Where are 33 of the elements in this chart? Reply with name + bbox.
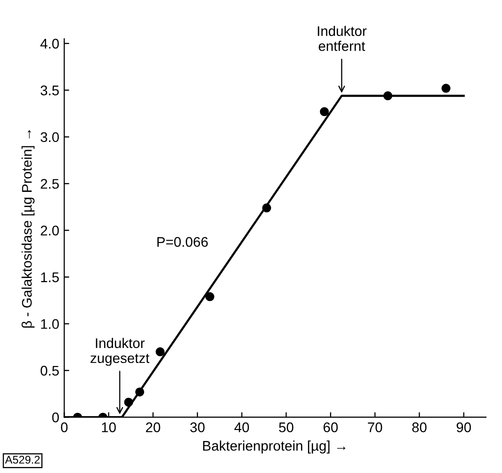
point — [383, 91, 392, 100]
annotation: Induktor entfernt — [318, 26, 367, 51]
x-tick-label: 20 — [146, 422, 160, 432]
x-tick-label: 60 — [324, 422, 338, 432]
y-tick-label: 1.0 — [41, 319, 59, 329]
x-tick-label: 10 — [102, 422, 116, 432]
x-axis-title: Bakterienprotein [µg] → — [203, 440, 346, 454]
point — [156, 347, 165, 356]
y-tick-label: 1.5 — [41, 272, 59, 282]
x-tick-label: 0 — [60, 422, 68, 432]
y-tick-label: 4.0 — [40, 38, 59, 49]
point — [124, 398, 134, 407]
annotation: P=0.066 — [157, 237, 208, 247]
point — [205, 292, 214, 302]
point — [441, 84, 450, 93]
point — [262, 203, 272, 212]
x-tick-label: 80 — [412, 422, 427, 432]
point — [320, 107, 329, 116]
x-tick-label: 40 — [234, 422, 249, 432]
x-tick-label: 70 — [368, 422, 382, 432]
point — [135, 387, 144, 396]
text: A529.2 — [5, 456, 40, 464]
annotation: Induktor zugesetzt — [90, 338, 150, 366]
y-tick-label: 2.0 — [40, 226, 59, 236]
y-tick-label: 3.0 — [40, 132, 59, 142]
y-tick-label: 0 — [52, 412, 59, 422]
x-tick-label: 50 — [279, 422, 294, 432]
y-axis-title: β - Galaktosidase [µg Protein] → — [22, 130, 35, 328]
y-tick-label: 2.5 — [40, 178, 59, 189]
x-tick-label: 90 — [456, 422, 471, 432]
y-tick-label: 3.5 — [40, 86, 59, 96]
y-tick-label: 0.5 — [40, 366, 59, 376]
x-tick-label: 30 — [190, 422, 205, 432]
